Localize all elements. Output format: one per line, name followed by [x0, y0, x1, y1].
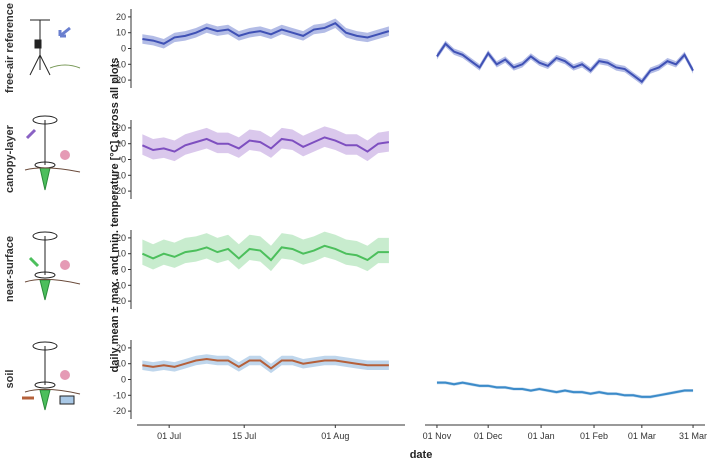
y-tick-label: 20 [116, 233, 126, 243]
y-tick-label: -20 [113, 186, 126, 196]
mean-line [141, 244, 389, 262]
icon-weather-station [29, 19, 81, 76]
row-label: canopy-layer [4, 124, 16, 193]
icon-canopy-sensor [24, 115, 81, 191]
range-band [142, 231, 389, 272]
y-tick-label: -20 [113, 296, 126, 306]
y-tick-label: 0 [121, 265, 126, 275]
x-tick-label: 01 Jul [157, 431, 181, 441]
y-tick-label: -10 [113, 390, 126, 400]
mean-line [436, 381, 694, 398]
range-band [436, 40, 694, 85]
x-tick-label: 01 Nov [423, 431, 452, 441]
row-label: near-surface [4, 236, 16, 302]
y-tick-label: 20 [116, 123, 126, 133]
y-tick-label: -10 [113, 170, 126, 180]
icon-soil-sensor [22, 341, 81, 411]
y-tick-label: 0 [121, 375, 126, 385]
y-tick-label: 20 [116, 343, 126, 353]
y-tick-label: 10 [116, 139, 126, 149]
y-tick-label: -10 [113, 59, 126, 69]
x-tick-label: 31 Mar [679, 431, 707, 441]
x-tick-label: 15 Jul [232, 431, 256, 441]
mean-line [141, 136, 390, 153]
y-tick-label: -20 [113, 75, 126, 85]
mean-line [436, 42, 694, 84]
row-label: free-air reference [4, 3, 16, 93]
x-tick-label: 01 Feb [580, 431, 608, 441]
x-tick-label: 01 Aug [321, 431, 349, 441]
y-tick-label: 10 [116, 249, 126, 259]
y-axis-label: daily mean ± max. and min. temperature [… [109, 58, 121, 373]
y-tick-label: 20 [116, 12, 126, 22]
y-tick-label: 10 [116, 359, 126, 369]
mean-line [142, 22, 390, 45]
y-tick-label: -10 [113, 280, 126, 290]
x-axis-label: date [410, 449, 433, 461]
y-tick-label: 10 [116, 28, 126, 38]
x-tick-label: 01 Jan [528, 431, 555, 441]
x-tick-label: 01 Dec [474, 431, 503, 441]
icon-near-surface-sensor [24, 231, 81, 301]
row-label: soil [4, 370, 16, 389]
mean-line [142, 357, 389, 370]
x-tick-label: 01 Mar [628, 431, 656, 441]
y-tick-label: 0 [121, 44, 126, 54]
y-tick-label: 0 [121, 155, 126, 165]
y-tick-label: -20 [113, 406, 126, 416]
range-band [142, 126, 389, 162]
